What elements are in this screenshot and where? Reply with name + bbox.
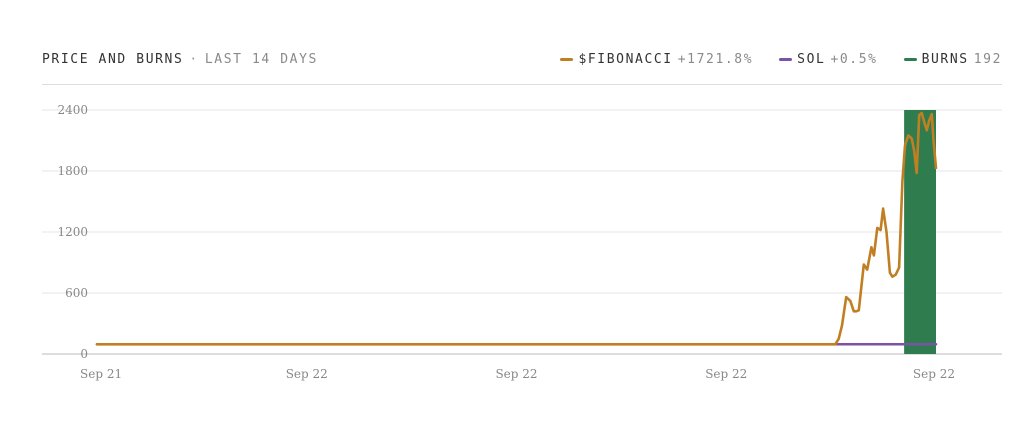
x-tick-label: Sep 22	[286, 367, 328, 381]
y-tick-label: 600	[65, 286, 88, 300]
legend-label-sol: SOL	[797, 51, 826, 67]
y-tick-label: 2400	[57, 103, 88, 117]
burns-bar[interactable]	[904, 110, 936, 354]
title-group: PRICE AND BURNS · LAST 14 DAYS	[42, 52, 318, 67]
legend: $FIBONACCI +1721.8% SOL +0.5% BURNS 192	[560, 52, 1002, 67]
title-separator: ·	[189, 51, 199, 67]
legend-swatch-burns	[903, 57, 917, 61]
header-divider	[42, 84, 1002, 85]
y-tick-label: 1800	[57, 164, 88, 178]
legend-item-sol[interactable]: SOL +0.5%	[779, 52, 877, 67]
chart-subtitle: LAST 14 DAYS	[204, 51, 318, 67]
x-tick-label: Sep 22	[495, 367, 537, 381]
y-tick-label: 1200	[57, 225, 88, 239]
fibonacci-series-line[interactable]	[95, 111, 938, 346]
legend-item-fibonacci[interactable]: $FIBONACCI +1721.8%	[560, 52, 753, 67]
x-axis-ticks: Sep 21 Sep 22 Sep 22 Sep 22 Sep 22	[80, 367, 955, 381]
legend-value-sol: +0.5%	[830, 51, 878, 67]
legend-label-burns: BURNS	[921, 51, 969, 67]
legend-value-fibonacci: +1721.8%	[677, 51, 754, 67]
chart-title: PRICE AND BURNS	[42, 51, 184, 67]
y-axis-ticks: 0 600 1200 1800 2400	[57, 103, 88, 361]
x-tick-label: Sep 22	[913, 367, 955, 381]
legend-swatch-sol	[779, 57, 793, 61]
grid	[42, 109, 1002, 355]
legend-label-fibonacci: $FIBONACCI	[578, 51, 673, 67]
x-tick-label: Sep 21	[80, 367, 122, 381]
legend-swatch-fibonacci	[560, 57, 574, 61]
chart-header: PRICE AND BURNS · LAST 14 DAYS $FIBONACC…	[42, 48, 1002, 70]
burns-bars	[904, 110, 936, 354]
x-tick-label: Sep 22	[705, 367, 747, 381]
series-lines	[95, 111, 938, 346]
legend-item-burns[interactable]: BURNS 192	[903, 51, 1002, 67]
legend-value-burns: 192	[973, 51, 1002, 67]
y-tick-label: 0	[80, 347, 88, 361]
